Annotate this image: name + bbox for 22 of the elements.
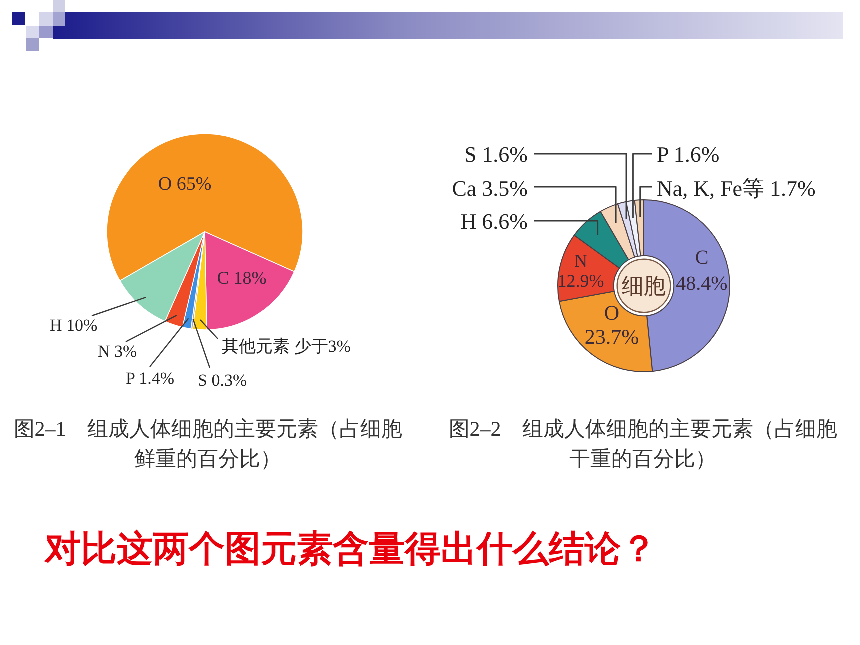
text: 对比这两个图元素含量得出什么结论？: [44, 529, 657, 570]
slice-label: Ca 3.5%: [452, 176, 528, 201]
slice-label: S 1.6%: [464, 142, 528, 167]
slice-label: O 65%: [158, 174, 212, 195]
slice-label: C: [695, 247, 709, 269]
slice-label: N 3%: [98, 342, 138, 361]
slice-label: S 0.3%: [198, 371, 248, 390]
text: 图2–2 组成人体细胞的主要元素（占细胞干重的百分比）: [448, 417, 838, 471]
slice-label: P 1.4%: [126, 369, 174, 388]
text: 细胞: [622, 274, 666, 299]
slice-label: Na, K, Fe等 1.7%: [657, 176, 816, 201]
slice-label: N: [574, 251, 588, 271]
slice-label: P 1.6%: [657, 142, 720, 167]
data-label: 48.4%: [676, 273, 728, 295]
data-label: 12.9%: [558, 271, 604, 291]
slice-label: H 6.6%: [460, 209, 528, 234]
slice-label: O: [604, 301, 620, 325]
slice-label: H 10%: [50, 316, 98, 335]
slice-label: 其他元素 少于3%: [222, 337, 351, 356]
data-label: 23.7%: [584, 325, 640, 349]
slice-label: C 18%: [217, 268, 267, 288]
text: 图2–1 组成人体细胞的主要元素（占细胞鲜重的百分比）: [14, 417, 402, 471]
